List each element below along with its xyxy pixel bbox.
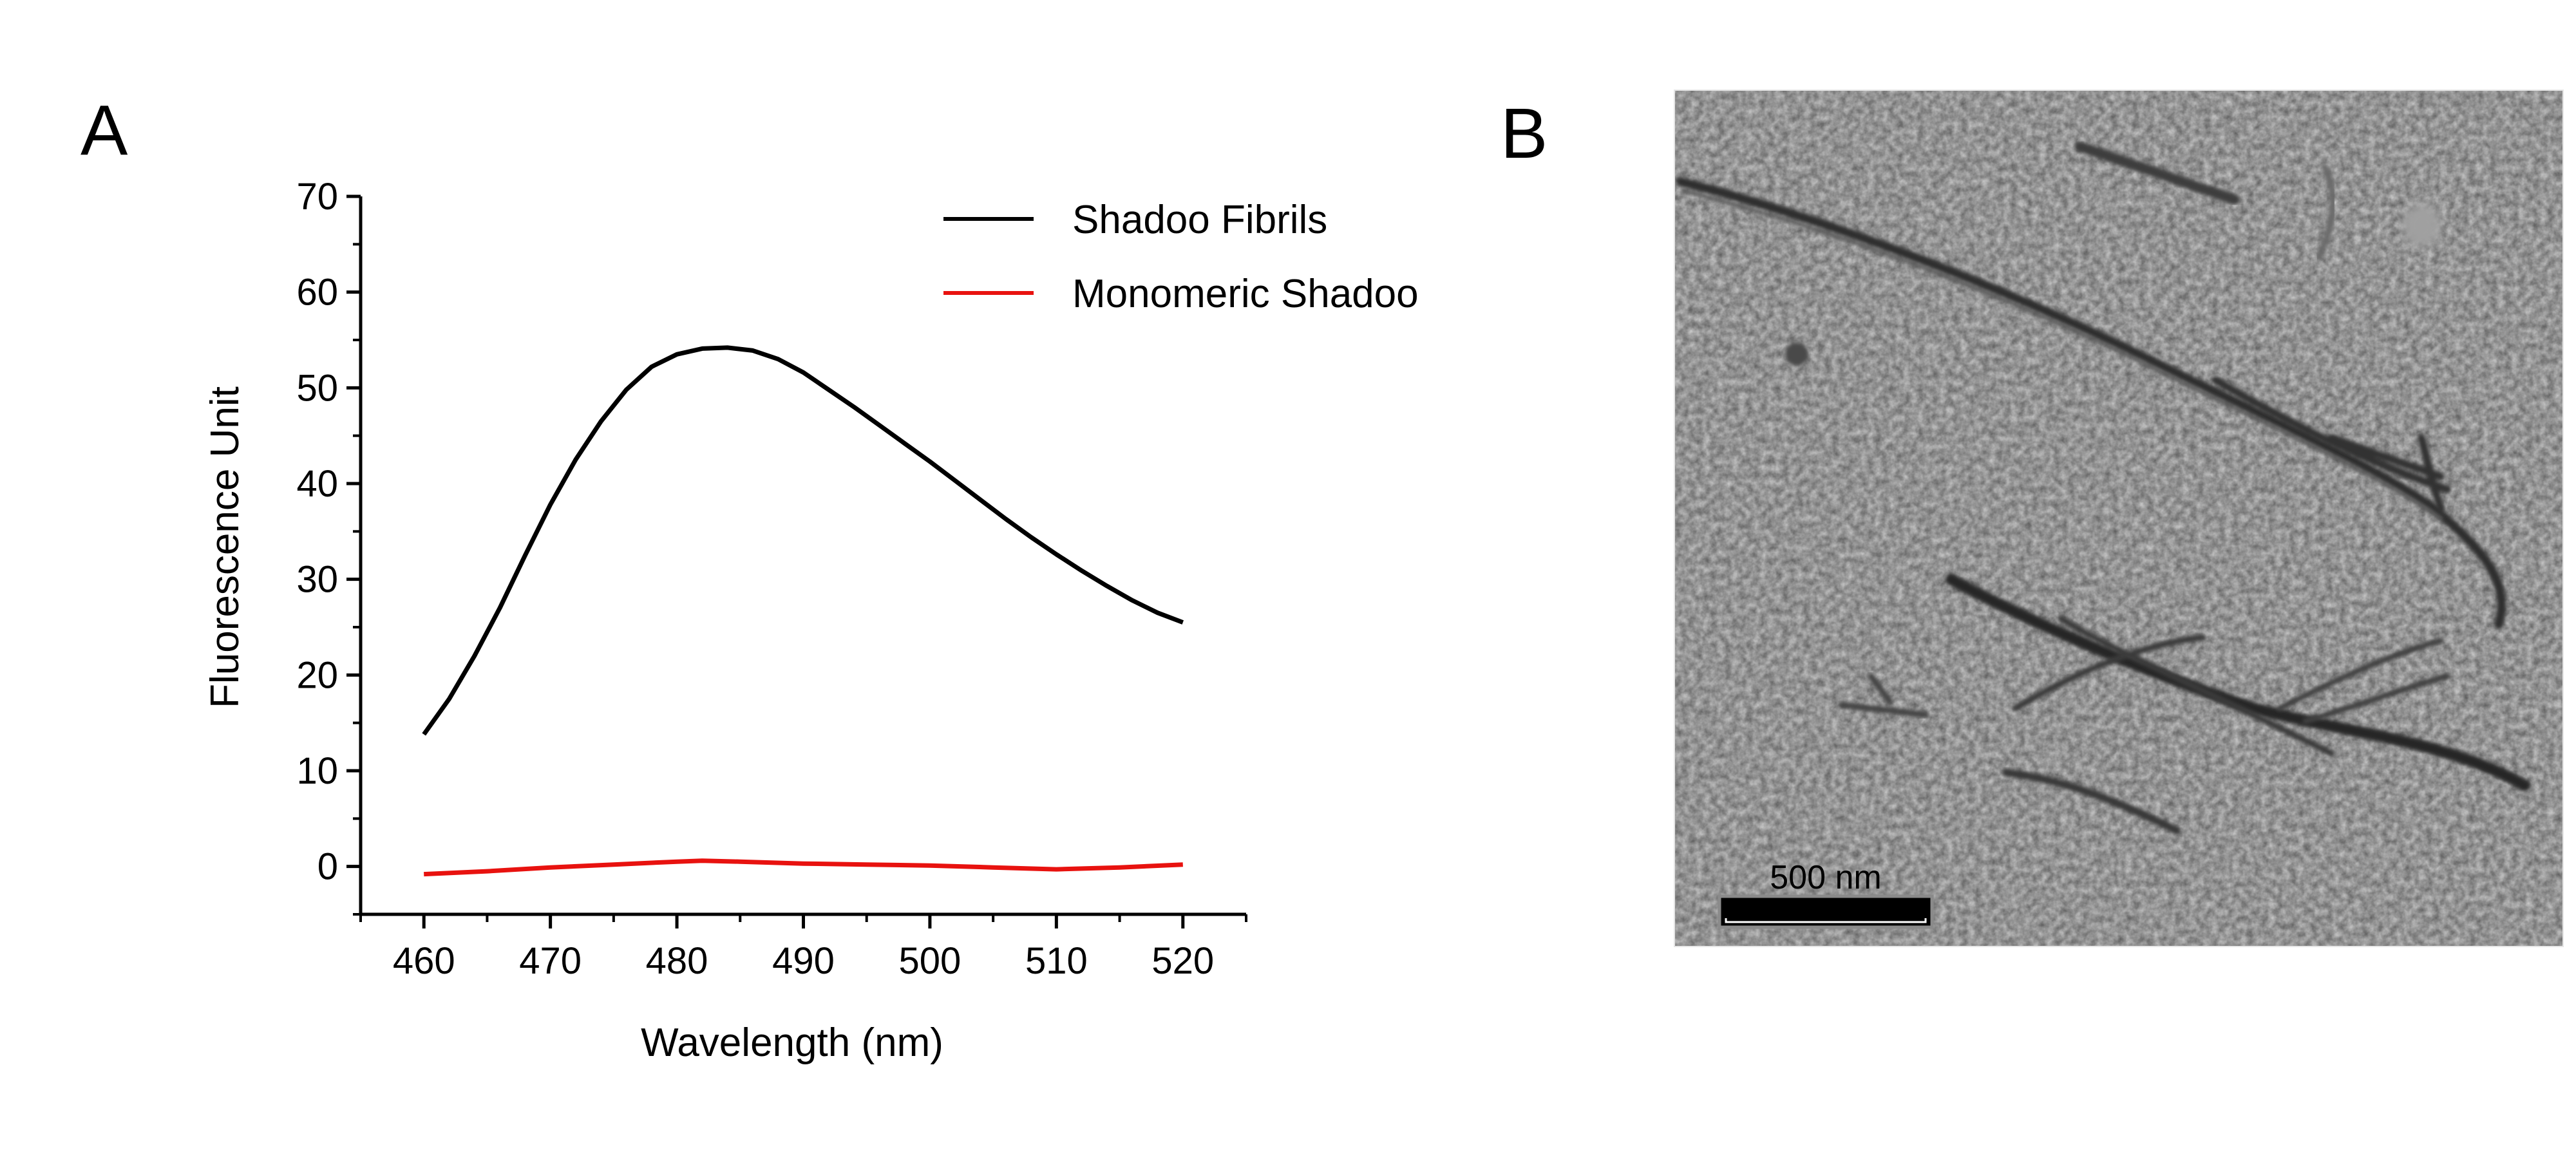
fibril-top <box>2075 142 2240 205</box>
panel-a-label: A <box>80 91 128 170</box>
particle-faint <box>2402 203 2441 247</box>
long-fibril-edge <box>1680 189 2443 520</box>
micrograph-frame <box>1674 90 2564 947</box>
series-line-1 <box>424 858 1183 877</box>
fibril-cluster-right <box>2211 376 2451 513</box>
y-tick-label: 40 <box>296 463 338 505</box>
panel-b-label: B <box>1501 94 1548 173</box>
legend-label-0: Shadoo Fibrils <box>1072 198 1327 242</box>
fibril-lower-b <box>2277 637 2450 724</box>
y-tick-label: 50 <box>296 367 338 409</box>
particle <box>1785 343 1808 366</box>
axes: 0 10 20 30 40 50 60 70 460 470 480 490 500 510 520 <box>296 176 1247 982</box>
scale-bar-ticks <box>1725 918 1927 923</box>
y-tick-label: 60 <box>296 272 338 314</box>
x-tick-label: 460 <box>393 940 455 982</box>
y-tick-label: 0 <box>317 846 338 888</box>
x-tick-label: 490 <box>772 940 835 982</box>
x-tick-label: 470 <box>519 940 582 982</box>
fibril-lower-a <box>2012 615 2334 757</box>
long-fibril <box>1676 177 2506 629</box>
series-layer <box>422 345 1184 877</box>
y-tick-label: 20 <box>296 654 338 696</box>
fibril-lower-main <box>1946 574 2530 791</box>
x-tick-label: 480 <box>646 940 708 982</box>
series-line-0 <box>422 345 1184 736</box>
y-tick-label: 70 <box>296 176 338 218</box>
y-axis-title: Fluorescence Unit <box>203 386 247 708</box>
x-tick-label: 500 <box>899 940 961 982</box>
fibril-left-small <box>1839 673 1929 718</box>
x-axis-title: Wavelength (nm) <box>641 1021 943 1065</box>
y-tick-label: 30 <box>296 559 338 601</box>
legend-label-1: Monomeric Shadoo <box>1072 272 1419 316</box>
y-tick-label: 10 <box>296 750 338 792</box>
scale-bar-label: 500 nm <box>1770 859 1881 896</box>
x-tick-label: 520 <box>1151 940 1214 982</box>
fibril-bundle <box>1676 142 2530 834</box>
fluorescence-chart: 0 10 20 30 40 50 60 70 460 470 480 490 500 510 520 Wav… <box>203 176 1419 1065</box>
fibril-bottom <box>2002 769 2181 834</box>
legend: Shadoo Fibrils Monomeric Shadoo <box>943 198 1419 316</box>
fibril-top-small <box>2315 164 2336 261</box>
x-tick-label: 510 <box>1025 940 1088 982</box>
tem-micrograph: 500 nm <box>1674 90 2563 947</box>
